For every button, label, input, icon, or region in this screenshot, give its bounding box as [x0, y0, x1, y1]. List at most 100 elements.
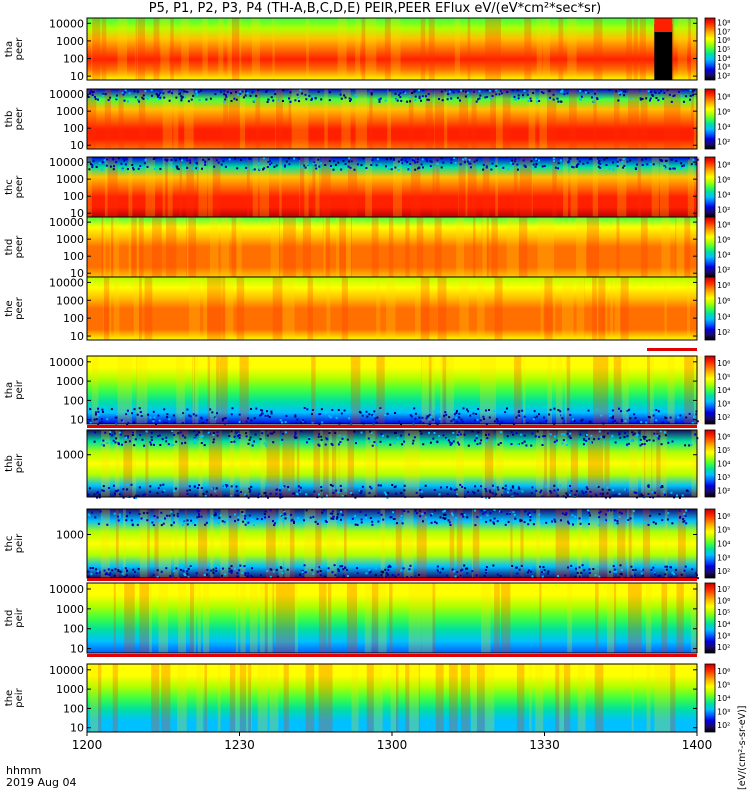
- speckle: [344, 96, 347, 99]
- speckle: [598, 160, 601, 162]
- texture-streak: [154, 509, 162, 578]
- texture-streak: [696, 356, 703, 424]
- texture-streak: [184, 509, 187, 578]
- speckle: [531, 575, 534, 578]
- texture-streak: [207, 356, 216, 424]
- speckle: [170, 510, 173, 513]
- speckle: [329, 416, 332, 419]
- speckle: [158, 434, 161, 437]
- texture-streak: [133, 277, 139, 340]
- speckle: [672, 573, 675, 576]
- speckle: [453, 489, 456, 492]
- speckle: [293, 492, 296, 495]
- speckle: [174, 159, 177, 162]
- speckle: [339, 441, 342, 444]
- speckle: [138, 486, 141, 489]
- speckle: [283, 512, 286, 515]
- speckle: [554, 166, 557, 169]
- speckle: [657, 575, 659, 578]
- speckle: [422, 89, 425, 92]
- speckle: [590, 441, 593, 444]
- speckle: [198, 431, 201, 434]
- texture-streak: [404, 430, 413, 497]
- speckle: [495, 493, 498, 496]
- speckle: [204, 160, 207, 163]
- speckle: [175, 567, 178, 570]
- texture-streak: [184, 89, 194, 149]
- speckle: [661, 159, 664, 162]
- speckle: [480, 485, 482, 488]
- speckle: [311, 409, 314, 411]
- speckle: [102, 94, 104, 97]
- speckle: [586, 487, 589, 490]
- texture-streak: [177, 664, 187, 732]
- speckle: [599, 510, 602, 513]
- speckle: [186, 408, 189, 411]
- speckle: [360, 521, 363, 524]
- texture-streak: [549, 430, 557, 497]
- speckle: [94, 413, 97, 416]
- texture-streak: [537, 217, 547, 277]
- speckle: [574, 493, 577, 496]
- texture-streak: [320, 664, 324, 732]
- speckle: [408, 95, 411, 98]
- speckle: [126, 569, 128, 572]
- speckle: [523, 521, 526, 524]
- texture-streak: [535, 664, 539, 732]
- texture-streak: [547, 217, 554, 277]
- texture-streak: [485, 157, 490, 217]
- speckle: [418, 166, 421, 169]
- speckle: [331, 510, 334, 513]
- speckle: [377, 97, 380, 100]
- speckle: [200, 89, 202, 92]
- speckle: [641, 158, 644, 161]
- texture-streak: [290, 430, 295, 497]
- speckle: [691, 568, 694, 571]
- speckle: [184, 574, 187, 577]
- speckle: [655, 97, 658, 99]
- speckle: [396, 99, 399, 102]
- texture-streak: [386, 277, 394, 340]
- speckle: [149, 416, 152, 419]
- speckle: [530, 570, 533, 573]
- speckle: [188, 489, 191, 491]
- texture-streak: [371, 583, 379, 653]
- speckle: [151, 94, 153, 97]
- texture-streak: [690, 583, 701, 653]
- speckle: [126, 412, 129, 415]
- speckle: [253, 417, 256, 420]
- speckle: [299, 89, 302, 92]
- speckle: [631, 487, 634, 490]
- speckle: [397, 160, 400, 163]
- speckle: [259, 414, 262, 417]
- y-tick-label: 1000: [56, 105, 84, 118]
- texture-streak: [139, 509, 148, 578]
- texture-streak: [181, 18, 189, 80]
- texture-streak: [610, 277, 614, 340]
- speckle: [239, 421, 242, 424]
- speckle: [274, 522, 276, 525]
- speckle: [517, 414, 520, 417]
- speckle: [106, 523, 109, 526]
- speckle: [101, 443, 103, 446]
- texture-streak: [315, 157, 320, 217]
- speckle: [273, 165, 276, 168]
- speckle: [620, 91, 623, 94]
- texture-streak: [481, 583, 491, 653]
- texture-streak: [97, 664, 102, 732]
- speckle: [559, 159, 562, 162]
- speckle: [121, 443, 123, 446]
- speckle: [616, 422, 618, 425]
- speckle: [645, 439, 648, 442]
- speckle: [172, 414, 175, 417]
- speckle: [475, 159, 478, 162]
- colorbar-tick-label: 10²: [717, 721, 730, 730]
- speckle: [120, 419, 123, 422]
- speckle: [186, 91, 189, 94]
- texture-streak: [415, 277, 420, 340]
- speckle: [245, 494, 248, 497]
- speckle: [279, 419, 282, 422]
- speckle: [610, 416, 613, 419]
- speckle: [94, 516, 97, 519]
- texture-streak: [563, 509, 569, 578]
